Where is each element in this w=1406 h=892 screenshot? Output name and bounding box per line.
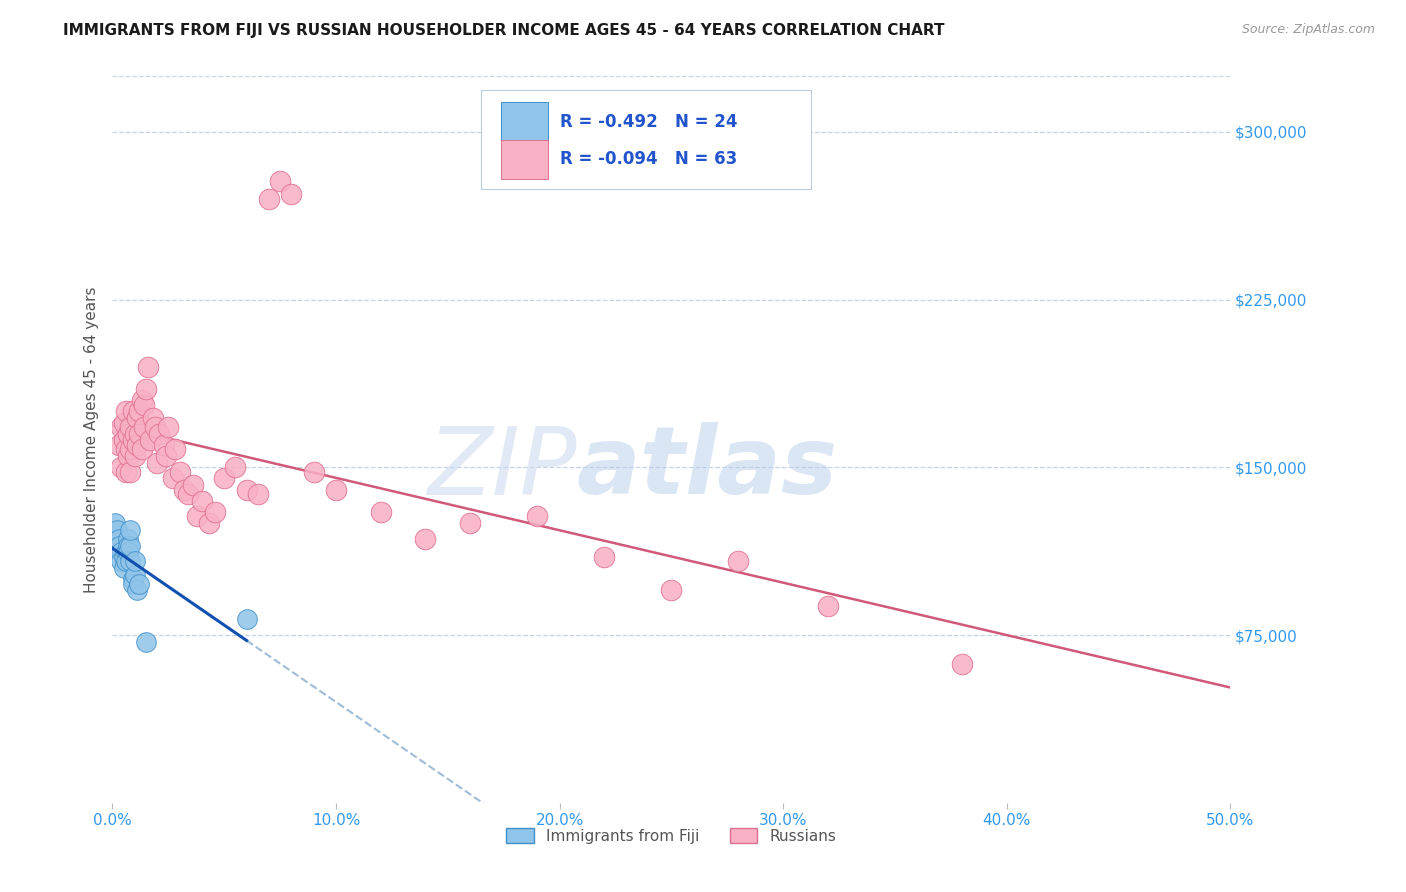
Point bbox=[204, 505, 226, 519]
Point bbox=[110, 460, 132, 475]
FancyBboxPatch shape bbox=[481, 90, 811, 188]
Point bbox=[120, 539, 142, 553]
Point bbox=[121, 404, 143, 418]
Point bbox=[191, 493, 214, 508]
Point bbox=[120, 465, 142, 479]
Point bbox=[117, 426, 139, 441]
Point bbox=[139, 434, 162, 448]
Point bbox=[120, 523, 142, 537]
Point bbox=[112, 549, 135, 564]
Point bbox=[108, 539, 131, 553]
Point bbox=[108, 438, 131, 452]
Point bbox=[121, 576, 143, 591]
Point bbox=[128, 426, 150, 441]
Point bbox=[124, 426, 146, 441]
Point bbox=[131, 393, 153, 408]
Point bbox=[115, 404, 138, 418]
Point bbox=[325, 483, 347, 497]
Point bbox=[415, 532, 437, 546]
Point bbox=[120, 420, 142, 434]
Point bbox=[112, 434, 135, 448]
Point bbox=[135, 382, 157, 396]
Point bbox=[105, 523, 128, 537]
Point bbox=[117, 449, 139, 463]
Point bbox=[124, 554, 146, 568]
Point bbox=[280, 187, 302, 202]
Point bbox=[661, 583, 683, 598]
Text: Source: ZipAtlas.com: Source: ZipAtlas.com bbox=[1241, 23, 1375, 37]
Text: R = -0.492   N = 24: R = -0.492 N = 24 bbox=[560, 112, 737, 130]
Point bbox=[593, 549, 616, 564]
Legend: Immigrants from Fiji, Russians: Immigrants from Fiji, Russians bbox=[501, 822, 842, 850]
Point bbox=[142, 411, 165, 425]
Point bbox=[124, 449, 146, 463]
Point bbox=[197, 516, 219, 531]
Point bbox=[117, 539, 139, 553]
FancyBboxPatch shape bbox=[502, 102, 548, 141]
Point bbox=[143, 420, 166, 434]
Point bbox=[117, 532, 139, 546]
Point bbox=[146, 456, 169, 470]
FancyBboxPatch shape bbox=[502, 140, 548, 179]
Point bbox=[124, 567, 146, 582]
Point bbox=[169, 465, 191, 479]
Point bbox=[526, 509, 548, 524]
Text: atlas: atlas bbox=[576, 423, 838, 515]
Point bbox=[269, 174, 291, 188]
Point bbox=[112, 561, 135, 575]
Point bbox=[115, 465, 138, 479]
Point bbox=[108, 532, 131, 546]
Point bbox=[125, 411, 148, 425]
Point bbox=[132, 398, 155, 412]
Point bbox=[110, 554, 132, 568]
Point bbox=[131, 442, 153, 457]
Text: R = -0.094   N = 63: R = -0.094 N = 63 bbox=[560, 151, 737, 169]
Point bbox=[115, 442, 138, 457]
Point bbox=[120, 554, 142, 568]
Point bbox=[135, 634, 157, 648]
Point bbox=[128, 576, 150, 591]
Text: ZIP: ZIP bbox=[427, 423, 576, 514]
Point bbox=[120, 442, 142, 457]
Point bbox=[458, 516, 481, 531]
Point bbox=[181, 478, 204, 492]
Text: IMMIGRANTS FROM FIJI VS RUSSIAN HOUSEHOLDER INCOME AGES 45 - 64 YEARS CORRELATIO: IMMIGRANTS FROM FIJI VS RUSSIAN HOUSEHOL… bbox=[63, 23, 945, 38]
Point bbox=[214, 471, 236, 485]
Point bbox=[257, 192, 280, 206]
Point bbox=[153, 438, 176, 452]
Point bbox=[224, 460, 246, 475]
Point bbox=[235, 483, 257, 497]
Point bbox=[155, 449, 177, 463]
Point bbox=[110, 420, 132, 434]
Point bbox=[165, 442, 187, 457]
Point bbox=[121, 572, 143, 586]
Point bbox=[235, 612, 257, 626]
Point bbox=[173, 483, 195, 497]
Point bbox=[112, 416, 135, 430]
Point bbox=[302, 465, 325, 479]
Point bbox=[104, 516, 127, 531]
Point bbox=[950, 657, 973, 672]
Point bbox=[136, 359, 159, 374]
Point bbox=[157, 420, 180, 434]
Point bbox=[162, 471, 184, 485]
Point bbox=[115, 554, 138, 568]
Point bbox=[177, 487, 200, 501]
Point bbox=[128, 404, 150, 418]
Point bbox=[125, 583, 148, 598]
Point bbox=[115, 545, 138, 559]
Point bbox=[125, 438, 148, 452]
Y-axis label: Householder Income Ages 45 - 64 years: Householder Income Ages 45 - 64 years bbox=[83, 286, 98, 592]
Point bbox=[132, 420, 155, 434]
Point bbox=[370, 505, 392, 519]
Point bbox=[817, 599, 839, 613]
Point bbox=[727, 554, 749, 568]
Point bbox=[186, 509, 208, 524]
Point bbox=[121, 434, 143, 448]
Point bbox=[117, 545, 139, 559]
Point bbox=[110, 545, 132, 559]
Point bbox=[148, 426, 170, 441]
Point bbox=[246, 487, 269, 501]
